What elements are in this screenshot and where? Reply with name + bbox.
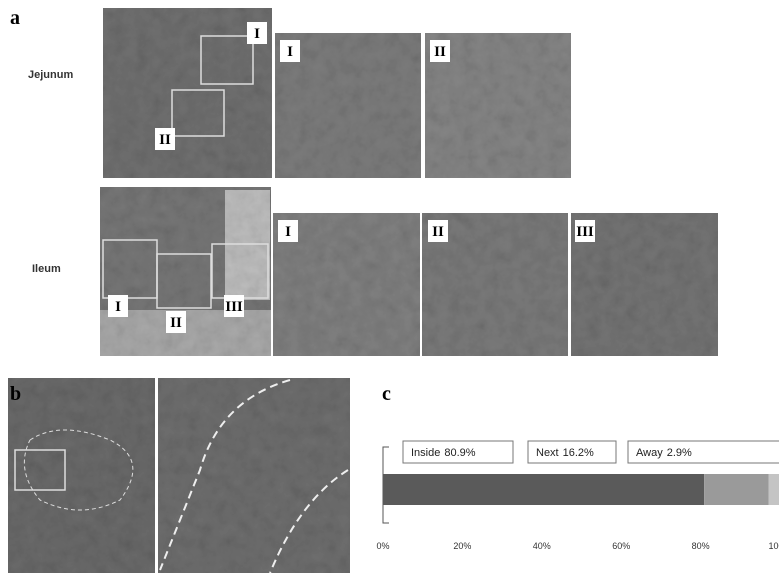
inset-label: II	[432, 224, 444, 240]
inset-label: I	[285, 224, 291, 240]
inset-label: I	[254, 26, 260, 42]
legend-text: 80.9%	[444, 447, 475, 459]
legend-text: 16.2%	[563, 447, 594, 459]
legend-text: 2.9%	[667, 447, 692, 459]
legend-label: Next 16.2%	[536, 447, 594, 459]
x-tick-label: 80%	[692, 541, 710, 551]
panel-label: c	[382, 383, 391, 405]
panel-label: a	[10, 7, 20, 29]
legend-text: Next	[536, 447, 559, 459]
legend-text: Inside	[411, 447, 440, 459]
x-tick-label: 100%	[768, 541, 779, 551]
panel-label: b	[10, 383, 21, 405]
inset-label: III	[225, 299, 243, 315]
row-label: Jejunum	[28, 69, 73, 81]
inset-label: III	[576, 224, 594, 240]
x-tick-label: 0%	[376, 541, 389, 551]
x-tick-label: 40%	[533, 541, 551, 551]
bar-segment	[704, 474, 768, 505]
figure: a Jejunum Ileum b c IIIIIIIIIIIIIIIIII0%…	[0, 0, 779, 574]
legend-label: Inside 80.9%	[411, 447, 476, 459]
inset-label: II	[170, 315, 182, 331]
inset-label: II	[159, 132, 171, 148]
micrograph	[8, 378, 155, 573]
micrograph	[103, 8, 272, 178]
micrograph	[158, 378, 350, 573]
inset-label: II	[434, 44, 446, 60]
bright-area	[225, 190, 270, 300]
row-label: Ileum	[32, 263, 61, 275]
legend-text: Away	[636, 447, 663, 459]
x-tick-label: 20%	[453, 541, 471, 551]
inset-label: I	[287, 44, 293, 60]
inset-label: I	[115, 299, 121, 315]
bar-segment	[383, 474, 704, 505]
x-tick-label: 60%	[612, 541, 630, 551]
bar-segment	[768, 474, 779, 505]
